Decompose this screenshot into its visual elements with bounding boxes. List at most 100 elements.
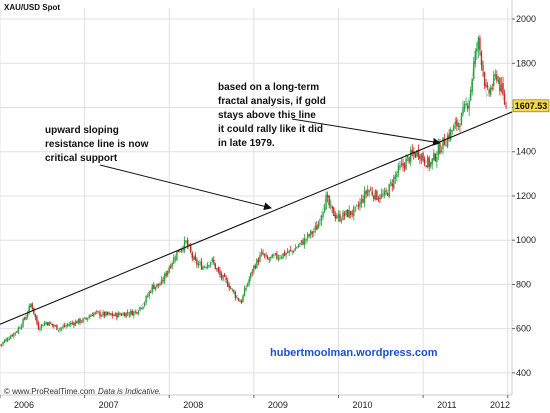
candle-body — [422, 152, 424, 161]
candle-body — [417, 149, 420, 158]
candle-body — [228, 285, 230, 289]
candle-body — [162, 279, 164, 282]
annotation-right-line-1: based on a long-term — [218, 82, 319, 93]
candle-body — [414, 153, 417, 158]
candle-body — [191, 252, 193, 258]
candle-body — [456, 119, 458, 127]
candle-body — [494, 73, 497, 76]
candle-body — [285, 253, 287, 256]
candle-body — [216, 268, 218, 270]
candle-body — [159, 284, 161, 286]
candle-body — [265, 255, 267, 257]
candle-body — [326, 195, 329, 198]
x-tick-label: 2012 — [490, 400, 510, 410]
candle-body — [168, 267, 170, 273]
candle-body — [42, 325, 44, 327]
footer-note: Data is Indicative. — [98, 387, 161, 396]
annotation-left-arrow — [99, 164, 272, 211]
candle-body — [3, 340, 6, 343]
candle-body — [86, 318, 89, 320]
candle-body — [503, 93, 506, 104]
candle-body — [53, 324, 55, 327]
candle-body — [459, 125, 461, 127]
candle-body — [246, 283, 249, 287]
candle-body — [371, 191, 373, 196]
candle-body — [266, 256, 269, 259]
candle-body — [320, 215, 323, 222]
candle-body — [296, 247, 298, 249]
candle-body — [263, 253, 266, 256]
candle-body — [405, 158, 407, 170]
annotation-right-line-2: fractal analysis, if gold — [218, 96, 326, 107]
candle-body — [97, 311, 100, 313]
candle-body — [26, 313, 29, 317]
candle-body — [193, 256, 195, 260]
candle-body — [230, 288, 232, 289]
candle-body — [108, 313, 110, 314]
candle-body — [274, 253, 277, 255]
candle-body — [163, 273, 166, 282]
candle-body — [334, 214, 337, 219]
candle-body — [177, 249, 180, 253]
y-tick-label: 2000 — [516, 14, 536, 24]
candle-body — [270, 256, 272, 258]
candle-body — [248, 278, 250, 284]
candle-body — [90, 315, 92, 318]
candle-body — [105, 311, 107, 316]
candle-body — [259, 254, 261, 262]
candle-body — [211, 258, 213, 261]
candle-body — [245, 287, 247, 290]
candle-body — [462, 107, 464, 114]
candle-body — [373, 195, 375, 199]
candle-body — [117, 312, 120, 318]
candle-body — [106, 311, 109, 315]
x-tick-label: 2008 — [183, 400, 203, 410]
candle-body — [150, 291, 152, 293]
candle-body — [402, 162, 404, 166]
candle-body — [479, 37, 481, 51]
candle-body — [60, 327, 63, 329]
candle-body — [313, 230, 315, 233]
candle-body — [17, 327, 20, 333]
candle-body — [0, 345, 1, 346]
candle-body — [502, 83, 504, 94]
candle-body — [179, 251, 181, 253]
candle-body — [231, 288, 233, 290]
annotation-left-line-2: resistance line is now — [45, 139, 149, 150]
candle-body — [322, 212, 324, 218]
candle-body — [100, 315, 103, 317]
candle-body — [45, 322, 47, 325]
candle-body — [120, 314, 123, 316]
annotation-right-arrow — [291, 118, 441, 146]
candle-body — [50, 322, 52, 324]
candle-body — [311, 232, 313, 234]
candle-body — [471, 79, 473, 92]
candle-body — [303, 238, 306, 245]
candle-body — [111, 313, 113, 316]
candle-body — [330, 204, 332, 206]
candle-body — [110, 313, 112, 315]
candle-body — [148, 291, 150, 297]
candle-body — [137, 311, 140, 314]
credit-text: hubertmoolman.wordpress.com — [270, 347, 438, 359]
candle-body — [262, 252, 264, 254]
candle-body — [379, 197, 381, 200]
candle-body — [290, 249, 292, 251]
candle-body — [222, 275, 224, 280]
candle-body — [10, 336, 12, 339]
candle-body — [253, 265, 255, 272]
candle-body — [28, 305, 30, 313]
x-tick-label: 2006 — [14, 400, 34, 410]
candle-body — [370, 189, 372, 191]
candle-body — [340, 219, 343, 222]
candle-body — [80, 321, 83, 323]
candle-body — [54, 325, 57, 327]
candle-body — [297, 245, 300, 248]
last-price-box: 1607.53 — [512, 99, 550, 113]
candle-body — [286, 252, 289, 253]
candle-body — [396, 173, 398, 178]
grid-lines — [0, 8, 512, 395]
candle-body — [94, 312, 97, 314]
candle-body — [11, 335, 14, 337]
y-tick-label: 1000 — [516, 235, 536, 245]
